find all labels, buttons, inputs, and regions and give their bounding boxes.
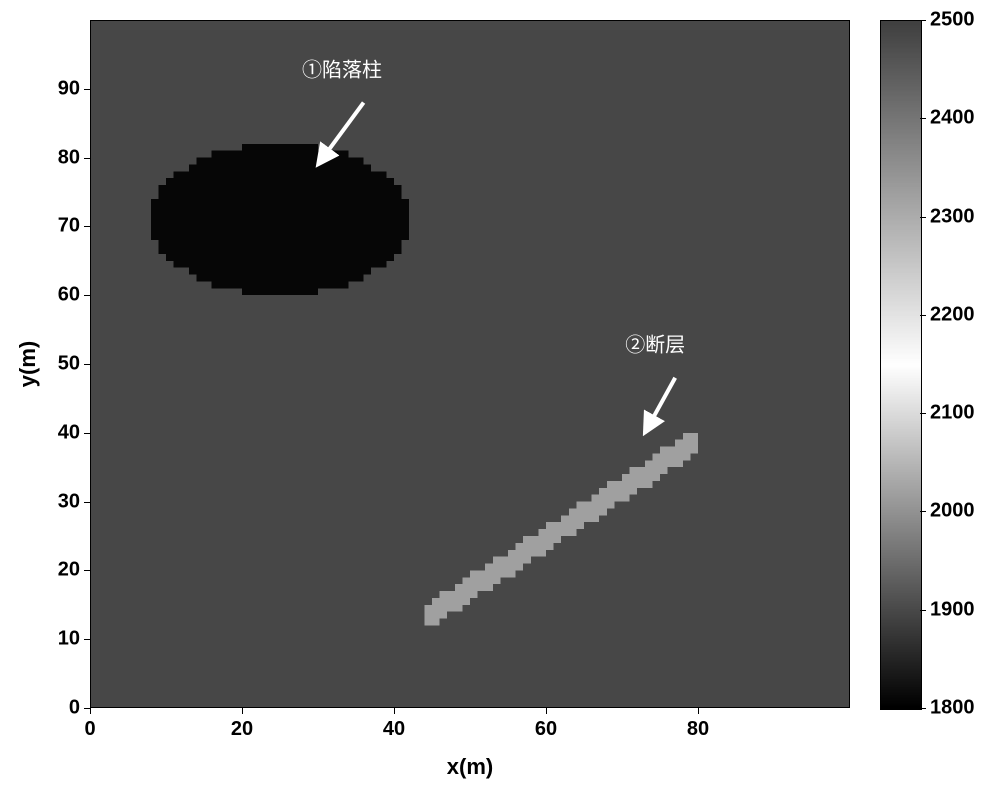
y-tick-label: 0 xyxy=(69,697,80,720)
colorbar-tick-label: 2100 xyxy=(930,402,975,425)
y-tick-label: 20 xyxy=(58,559,80,582)
annotation-layer: ①陷落柱②断层 xyxy=(90,20,850,708)
y-tick-mark xyxy=(84,502,90,503)
colorbar-canvas xyxy=(881,21,921,709)
y-tick-mark xyxy=(84,295,90,296)
x-tick-mark xyxy=(242,708,243,714)
y-tick-label: 80 xyxy=(58,146,80,169)
plot-area: ①陷落柱②断层 xyxy=(90,20,850,708)
colorbar-tick-mark xyxy=(920,315,926,316)
colorbar-tick-label: 1800 xyxy=(930,697,975,720)
y-tick-label: 10 xyxy=(58,628,80,651)
colorbar-tick-label: 2400 xyxy=(930,107,975,130)
colorbar-tick-label: 1900 xyxy=(930,598,975,621)
y-tick-mark xyxy=(84,433,90,434)
y-tick-label: 90 xyxy=(58,77,80,100)
y-tick-mark xyxy=(84,89,90,90)
y-tick-mark xyxy=(84,570,90,571)
x-tick-mark xyxy=(546,708,547,714)
colorbar-tick-mark xyxy=(920,708,926,709)
y-tick-mark xyxy=(84,364,90,365)
y-tick-label: 60 xyxy=(58,284,80,307)
colorbar-tick-label: 2500 xyxy=(930,9,975,32)
colorbar-tick-label: 2200 xyxy=(930,303,975,326)
y-axis-label: y(m) xyxy=(15,341,41,387)
x-tick-mark xyxy=(90,708,91,714)
figure: ①陷落柱②断层 y(m) x(m) 0 20 40 60 80 0 10 20 30 40 50 6… xyxy=(0,0,1000,792)
x-tick-mark xyxy=(394,708,395,714)
x-tick-label: 60 xyxy=(535,718,557,741)
colorbar xyxy=(880,20,922,710)
x-axis-label: x(m) xyxy=(447,754,493,780)
y-tick-mark xyxy=(84,226,90,227)
x-tick-label: 80 xyxy=(687,718,709,741)
x-tick-label: 40 xyxy=(383,718,405,741)
colorbar-tick-mark xyxy=(920,118,926,119)
x-tick-label: 0 xyxy=(84,718,95,741)
y-tick-mark xyxy=(84,708,90,709)
colorbar-tick-mark xyxy=(920,20,926,21)
y-tick-label: 50 xyxy=(58,353,80,376)
colorbar-tick-mark xyxy=(920,610,926,611)
colorbar-tick-mark xyxy=(920,413,926,414)
annotation-arrow xyxy=(90,20,850,708)
colorbar-tick-label: 2300 xyxy=(930,205,975,228)
y-tick-label: 30 xyxy=(58,490,80,513)
y-tick-mark xyxy=(84,158,90,159)
x-tick-label: 20 xyxy=(231,718,253,741)
y-tick-label: 70 xyxy=(58,215,80,238)
y-tick-mark xyxy=(84,639,90,640)
colorbar-tick-mark xyxy=(920,511,926,512)
colorbar-tick-mark xyxy=(920,217,926,218)
y-tick-label: 40 xyxy=(58,421,80,444)
colorbar-tick-label: 2000 xyxy=(930,500,975,523)
x-tick-mark xyxy=(698,708,699,714)
